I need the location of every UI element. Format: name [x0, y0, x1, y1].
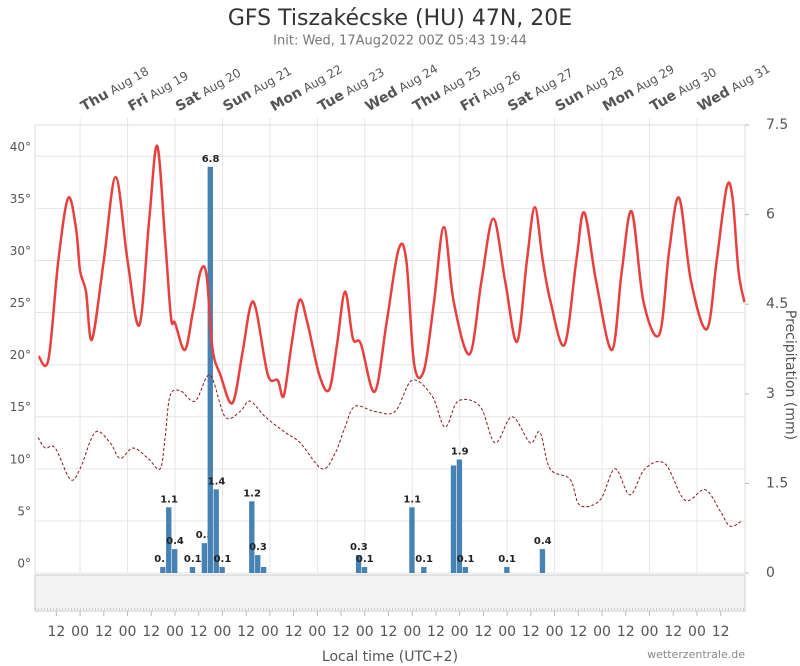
- x-tick-label: 12: [475, 624, 493, 640]
- precip-bar: [504, 567, 510, 573]
- bar-value-label: 1.4: [208, 476, 226, 487]
- y2-tick-label: 7.5: [766, 117, 788, 133]
- y2-tick-label: 0: [766, 565, 775, 581]
- bar-value-label: 6.8: [202, 154, 220, 165]
- y2-tick-label: 4.5: [766, 296, 788, 312]
- x-tick-label: 12: [285, 624, 303, 640]
- precip-bar: [160, 567, 166, 573]
- bar-value-label: 0.4: [166, 536, 184, 547]
- precip-bar: [260, 567, 267, 573]
- x-tick-label: 12: [95, 624, 113, 640]
- x-axis-label: Local time (UTC+2): [322, 649, 458, 665]
- bar-value-label: 0.1: [498, 554, 516, 565]
- x-tick-label: 00: [214, 624, 232, 640]
- credit: wetterzentrale.de: [647, 648, 745, 661]
- x-tick-label: 12: [664, 624, 682, 640]
- precip-bar: [450, 465, 457, 573]
- x-tick-label: 00: [119, 624, 137, 640]
- x-tick-label: 00: [498, 624, 516, 640]
- precip-bar: [255, 555, 261, 573]
- x-tick-label: 12: [380, 624, 398, 640]
- y-tick-label: 20°: [10, 348, 31, 362]
- bar-value-label: 0.3: [350, 542, 368, 553]
- bar-value-label: 1.2: [243, 488, 261, 499]
- precip-bar: [355, 555, 362, 573]
- x-tick-label: 00: [451, 624, 469, 640]
- x-tick-label: 12: [712, 624, 730, 640]
- x-tick-label: 12: [237, 624, 255, 640]
- precip-bar: [361, 567, 368, 573]
- bar-value-label: 1.9: [451, 447, 469, 458]
- y-tick-label: 0°: [17, 557, 31, 571]
- x-tick-label: 00: [403, 624, 421, 640]
- bar-value-label: 0.1: [214, 554, 232, 565]
- precip-bar: [166, 507, 172, 573]
- bar-value-label: 0.5: [196, 530, 214, 541]
- bar-value-label: 0.1: [356, 554, 374, 565]
- precip-bar: [539, 549, 546, 573]
- line-series: [37, 374, 743, 527]
- x-tick-label: 00: [356, 624, 374, 640]
- y-tick-label: 5°: [17, 504, 31, 518]
- x-tick-label: 00: [166, 624, 184, 640]
- y2-tick-label: 6: [766, 207, 775, 223]
- x-tick-label: 12: [617, 624, 635, 640]
- chart-subtitle: Init: Wed, 17Aug2022 00Z 05:43 19:44: [273, 34, 527, 49]
- bar-value-label: 1.1: [160, 494, 178, 505]
- y-tick-label: 40°: [10, 140, 31, 154]
- y-tick-label: 30°: [10, 244, 31, 258]
- line-series: [37, 144, 746, 405]
- x-tick-label: 00: [593, 624, 611, 640]
- precip-bar: [409, 507, 415, 573]
- precip-bar: [456, 459, 463, 573]
- x-tick-label: 00: [261, 624, 279, 640]
- x-tick-label: 12: [332, 624, 350, 640]
- y-tick-label: 25°: [10, 296, 31, 310]
- y2-tick-label: 1.5: [766, 475, 788, 491]
- x-tick-label: 12: [190, 624, 208, 640]
- x-tick-label: 12: [142, 624, 160, 640]
- bar-value-label: 0.1: [415, 554, 433, 565]
- x-tick-label: 00: [641, 624, 659, 640]
- plot-area: [34, 124, 746, 574]
- y2-axis-label: Precipitation (mm): [782, 310, 798, 440]
- bar-value-label: 0.1: [184, 554, 202, 565]
- precip-bar: [462, 567, 468, 573]
- precip-bar: [421, 567, 427, 573]
- y-tick-label: 10°: [10, 452, 31, 466]
- chart-title: GFS Tiszakécske (HU) 47N, 20E: [228, 6, 572, 31]
- bar-value-label: 0.1: [457, 554, 475, 565]
- bar-value-label: 0.1: [154, 554, 172, 565]
- y2-tick-label: 3: [766, 386, 775, 402]
- precip-bar: [207, 166, 213, 573]
- x-tick-label: 12: [47, 624, 65, 640]
- wind-strip: [34, 574, 746, 612]
- y-tick-label: 35°: [10, 192, 31, 206]
- x-tick-label: 00: [71, 624, 89, 640]
- precip-bar: [172, 549, 178, 573]
- x-tick-label: 12: [522, 624, 540, 640]
- bar-value-label: 0.4: [534, 536, 552, 547]
- x-tick-label: 12: [427, 624, 445, 640]
- x-tick-label: 12: [569, 624, 587, 640]
- precip-bar: [201, 543, 208, 573]
- x-tick-label: 00: [688, 624, 706, 640]
- precip-bar: [249, 501, 255, 573]
- precip-bar: [219, 567, 225, 573]
- precip-bar: [189, 567, 196, 573]
- y-tick-label: 15°: [10, 400, 31, 414]
- bar-value-label: 1.1: [403, 494, 421, 505]
- x-tick-label: 00: [546, 624, 564, 640]
- precip-bar: [213, 489, 219, 573]
- x-tick-label: 00: [308, 624, 326, 640]
- bar-value-label: 0.3: [249, 542, 267, 553]
